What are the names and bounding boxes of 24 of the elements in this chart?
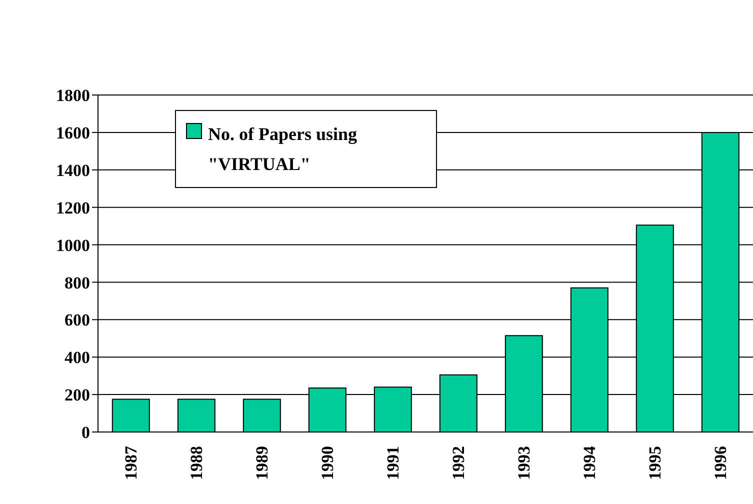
x-tick-label: 1994 xyxy=(580,446,599,480)
x-tick-label: 1993 xyxy=(514,446,534,480)
bar xyxy=(112,398,150,432)
y-tick-label: 400 xyxy=(64,348,90,368)
x-tick-label: 1987 xyxy=(121,446,140,480)
legend-label: No. of Papers using "VIRTUAL" xyxy=(208,123,358,176)
y-tick-label: 1000 xyxy=(56,236,90,255)
y-tick-label: 200 xyxy=(64,386,90,405)
x-tick-label: 1995 xyxy=(645,446,664,480)
y-tick-label: 1800 xyxy=(56,86,90,106)
x-tick-label: 1991 xyxy=(383,446,402,480)
bar xyxy=(177,398,216,432)
x-tick-label: 1996 xyxy=(710,446,730,480)
x-tick-label: 1992 xyxy=(448,446,468,480)
y-tick-label: 1400 xyxy=(56,160,90,180)
x-tick-label: 1988 xyxy=(186,446,206,480)
x-tick-label: 1989 xyxy=(252,446,272,480)
y-tick-label: 0 xyxy=(82,423,90,442)
y-tick-label: 1200 xyxy=(56,198,90,218)
x-tick-label: 1990 xyxy=(318,446,337,480)
y-tick-label: 1600 xyxy=(56,123,90,142)
bar xyxy=(242,398,281,432)
y-tick-label: 800 xyxy=(64,273,90,292)
y-tick-label: 600 xyxy=(64,310,90,330)
